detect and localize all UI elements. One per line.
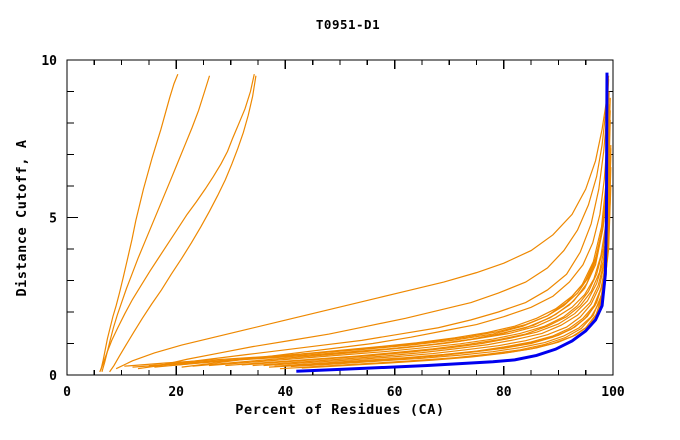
prediction-curve	[181, 91, 610, 368]
x-tick-label-group: 0 20 40 60 80 100	[63, 385, 625, 400]
x-tick-label: 80	[496, 385, 512, 400]
plot-frame	[66, 59, 614, 376]
y-tick-label-group: 0 5 10	[41, 54, 57, 384]
prediction-curve	[268, 192, 611, 368]
y-tick-label: 0	[49, 369, 57, 384]
prediction-curve	[192, 119, 611, 367]
prediction-curve	[100, 73, 179, 371]
y-axis-title: Distance Cutoff, A	[14, 139, 30, 296]
prediction-curve	[159, 75, 609, 367]
series-clip-group	[99, 72, 612, 373]
prediction-curve	[137, 78, 610, 370]
x-tick-label: 0	[63, 385, 71, 400]
prediction-curve	[115, 75, 610, 370]
x-tick-label: 40	[278, 385, 294, 400]
page-title: T0951-D1	[316, 17, 380, 32]
prediction-curve	[148, 97, 611, 367]
prediction-curve	[124, 104, 611, 367]
prediction-curve	[208, 154, 611, 367]
y-tick-label: 10	[41, 54, 57, 69]
x-tick-label: 100	[601, 385, 625, 400]
prediction-curve	[99, 74, 255, 373]
prediction-curve	[241, 170, 611, 366]
prediction-curve	[109, 75, 257, 373]
reference-curve	[296, 72, 609, 373]
series-group	[99, 72, 612, 373]
prediction-curve	[263, 154, 612, 367]
x-tick-label: 60	[387, 385, 403, 400]
x-axis-title: Percent of Residues (CA)	[235, 402, 444, 418]
y-tick-label: 5	[49, 212, 57, 227]
prediction-curve	[101, 75, 211, 373]
prediction-curve	[252, 160, 611, 367]
x-tick-label: 20	[168, 385, 184, 400]
